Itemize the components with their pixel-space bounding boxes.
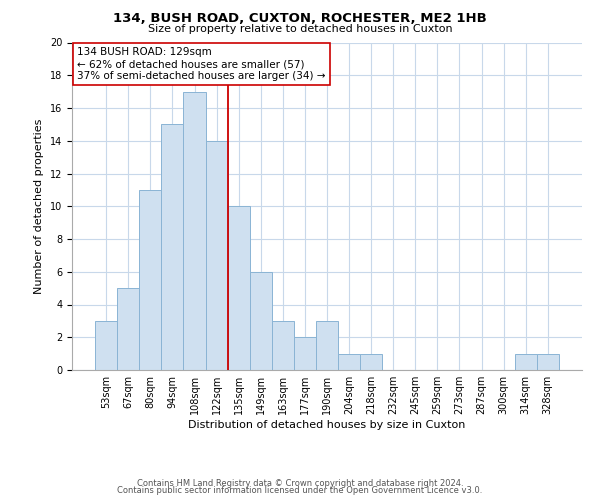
Text: Contains HM Land Registry data © Crown copyright and database right 2024.: Contains HM Land Registry data © Crown c… xyxy=(137,478,463,488)
Bar xyxy=(537,354,559,370)
Bar xyxy=(95,321,117,370)
Bar xyxy=(139,190,161,370)
Bar xyxy=(206,141,227,370)
Bar xyxy=(227,206,250,370)
Text: Size of property relative to detached houses in Cuxton: Size of property relative to detached ho… xyxy=(148,24,452,34)
Text: Contains public sector information licensed under the Open Government Licence v3: Contains public sector information licen… xyxy=(118,486,482,495)
Bar xyxy=(184,92,206,370)
Bar xyxy=(515,354,537,370)
Y-axis label: Number of detached properties: Number of detached properties xyxy=(34,118,44,294)
Bar xyxy=(360,354,382,370)
Text: 134, BUSH ROAD, CUXTON, ROCHESTER, ME2 1HB: 134, BUSH ROAD, CUXTON, ROCHESTER, ME2 1… xyxy=(113,12,487,26)
Text: 134 BUSH ROAD: 129sqm
← 62% of detached houses are smaller (57)
37% of semi-deta: 134 BUSH ROAD: 129sqm ← 62% of detached … xyxy=(77,48,326,80)
Bar xyxy=(117,288,139,370)
Bar xyxy=(294,337,316,370)
Bar xyxy=(250,272,272,370)
Bar xyxy=(161,124,184,370)
Bar xyxy=(316,321,338,370)
X-axis label: Distribution of detached houses by size in Cuxton: Distribution of detached houses by size … xyxy=(188,420,466,430)
Bar xyxy=(338,354,360,370)
Bar xyxy=(272,321,294,370)
